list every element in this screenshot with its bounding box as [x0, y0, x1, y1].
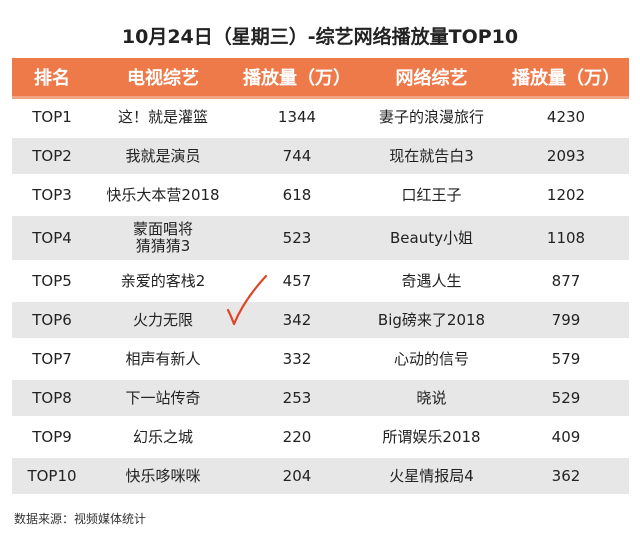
- web-views-cell: 362: [503, 455, 629, 494]
- tv-show-cell: 快乐哆咪咪: [92, 455, 234, 494]
- source-note: 数据来源：视频媒体统计: [14, 512, 147, 526]
- tv-show-cell: 快乐大本营2018: [92, 174, 234, 215]
- web-views-cell: 799: [503, 299, 629, 340]
- tv-show-cell: 幻乐之城: [92, 416, 234, 457]
- table-row: TOP5 亲爱的客栈2 457 奇遇人生 877: [12, 260, 629, 301]
- tv-views-cell: 342: [234, 299, 360, 340]
- tv-show-cell: 下一站传奇: [92, 377, 234, 418]
- tv-show-cell: 相声有新人: [92, 338, 234, 379]
- rank-cell: TOP10: [12, 455, 92, 494]
- table-row: TOP6 火力无限 342 Big磅来了2018 799: [12, 299, 629, 340]
- table-row: TOP1 这！就是灌篮 1344 妻子的浪漫旅行 4230: [12, 96, 629, 137]
- rank-cell: TOP1: [12, 96, 92, 137]
- table-header-row: 排名 电视综艺 播放量（万） 网络综艺 播放量（万）: [12, 58, 629, 99]
- tv-views-cell: 220: [234, 416, 360, 457]
- tv-views-cell: 618: [234, 174, 360, 215]
- table-row: TOP3 快乐大本营2018 618 口红王子 1202: [12, 174, 629, 215]
- rank-cell: TOP6: [12, 299, 92, 340]
- tv-views-cell: 204: [234, 455, 360, 494]
- table-row: TOP2 我就是演员 744 现在就告白3 2093: [12, 135, 629, 176]
- table-row: TOP4 蒙面唱将 猜猜猜3 523 Beauty小姐 1108: [12, 213, 629, 262]
- rank-cell: TOP7: [12, 338, 92, 379]
- web-views-cell: 529: [503, 377, 629, 418]
- tv-show-line: 蒙面唱将: [132, 220, 193, 238]
- tv-views-cell: 744: [234, 135, 360, 176]
- web-show-cell: 口红王子: [360, 174, 503, 215]
- tv-show-cell: 我就是演员: [92, 135, 234, 176]
- web-show-cell: 奇遇人生: [360, 260, 503, 301]
- table-row: TOP8 下一站传奇 253 晓说 529: [12, 377, 629, 418]
- tv-views-cell: 332: [234, 338, 360, 379]
- web-views-cell: 2093: [503, 135, 629, 176]
- rank-cell: TOP9: [12, 416, 92, 457]
- web-views-cell: 4230: [503, 96, 629, 137]
- header-tv-views: 播放量（万）: [234, 58, 360, 99]
- tv-show-line: 猜猜猜3: [135, 237, 191, 255]
- header-web-views: 播放量（万）: [503, 58, 629, 99]
- web-views-cell: 877: [503, 260, 629, 301]
- web-show-cell: 妻子的浪漫旅行: [360, 96, 503, 137]
- rank-cell: TOP5: [12, 260, 92, 301]
- table-row: TOP10 快乐哆咪咪 204 火星情报局4 362: [12, 455, 629, 494]
- web-views-cell: 1108: [503, 213, 629, 262]
- web-views-cell: 409: [503, 416, 629, 457]
- web-show-cell: 心动的信号: [360, 338, 503, 379]
- web-show-cell: 火星情报局4: [360, 455, 503, 494]
- tv-show-cell: 亲爱的客栈2: [92, 260, 234, 301]
- tv-show-cell: 这！就是灌篮: [92, 96, 234, 137]
- web-show-cell: 所谓娱乐2018: [360, 416, 503, 457]
- tv-show-cell: 火力无限: [92, 299, 234, 340]
- web-show-cell: 现在就告白3: [360, 135, 503, 176]
- tv-views-cell: 1344: [234, 96, 360, 137]
- web-show-cell: Beauty小姐: [360, 213, 503, 262]
- ranking-table: 排名 电视综艺 播放量（万） 网络综艺 播放量（万） TOP1 这！就是灌篮 1…: [12, 58, 629, 494]
- header-tv-show: 电视综艺: [92, 58, 234, 99]
- web-views-cell: 1202: [503, 174, 629, 215]
- tv-views-cell: 457: [234, 260, 360, 301]
- checkmark-icon: [226, 274, 268, 326]
- tv-views-cell: 523: [234, 213, 360, 262]
- rank-cell: TOP8: [12, 377, 92, 418]
- rank-cell: TOP2: [12, 135, 92, 176]
- page-title: 10月24日（星期三）-综艺网络播放量TOP10: [121, 26, 519, 48]
- web-show-cell: 晓说: [360, 377, 503, 418]
- table-row: TOP7 相声有新人 332 心动的信号 579: [12, 338, 629, 379]
- header-web-show: 网络综艺: [360, 58, 503, 99]
- header-rank: 排名: [12, 58, 92, 99]
- rank-cell: TOP3: [12, 174, 92, 215]
- web-show-cell: Big磅来了2018: [360, 299, 503, 340]
- web-views-cell: 579: [503, 338, 629, 379]
- tv-views-cell: 253: [234, 377, 360, 418]
- rank-cell: TOP4: [12, 213, 92, 262]
- tv-show-cell: 蒙面唱将 猜猜猜3: [92, 213, 234, 262]
- table-row: TOP9 幻乐之城 220 所谓娱乐2018 409: [12, 416, 629, 457]
